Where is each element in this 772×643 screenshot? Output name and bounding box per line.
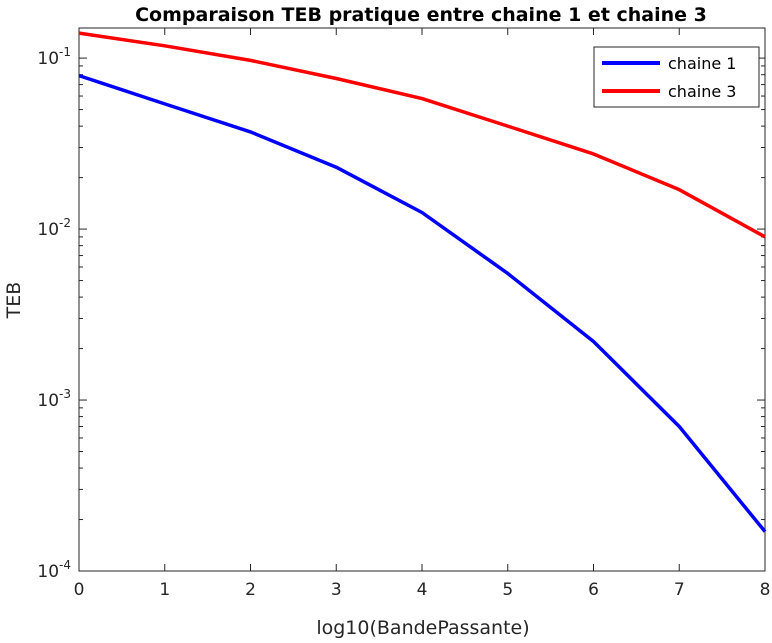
x-tick-label: 6 [588, 580, 599, 600]
y-tick-label: 10-4 [37, 558, 71, 582]
legend-box [593, 46, 760, 108]
x-tick-label: 4 [417, 580, 428, 600]
x-tick-label: 7 [674, 580, 685, 600]
series-group [78, 31, 767, 533]
legend-label: chaine 3 [668, 82, 736, 101]
x-tick-label: 8 [760, 580, 771, 600]
x-tick-label: 1 [159, 580, 170, 600]
legend-label: chaine 1 [668, 54, 736, 73]
series-line-1 [78, 73, 767, 533]
x-axis: 0 1 2 3 4 5 6 7 8 [74, 28, 771, 600]
series-line-2 [78, 31, 766, 239]
y-tick-label: 10-3 [37, 387, 71, 411]
y-axis-label: TEB [3, 282, 25, 320]
x-tick-label: 2 [245, 580, 256, 600]
x-tick-label: 3 [331, 580, 342, 600]
y-tick-label: 10-1 [37, 45, 71, 69]
x-tick-label: 0 [74, 580, 85, 600]
plot-area [78, 27, 766, 572]
x-tick-label: 5 [502, 580, 513, 600]
legend: chaine 1 chaine 3 [593, 46, 760, 108]
y-tick-label: 10-2 [37, 216, 71, 240]
x-axis-label: log10(BandePassante) [316, 617, 529, 639]
chart-title: Comparaison TEB pratique entre chaine 1 … [135, 4, 707, 26]
y-axis: 10-1 10-2 10-3 10-4 [37, 45, 765, 582]
